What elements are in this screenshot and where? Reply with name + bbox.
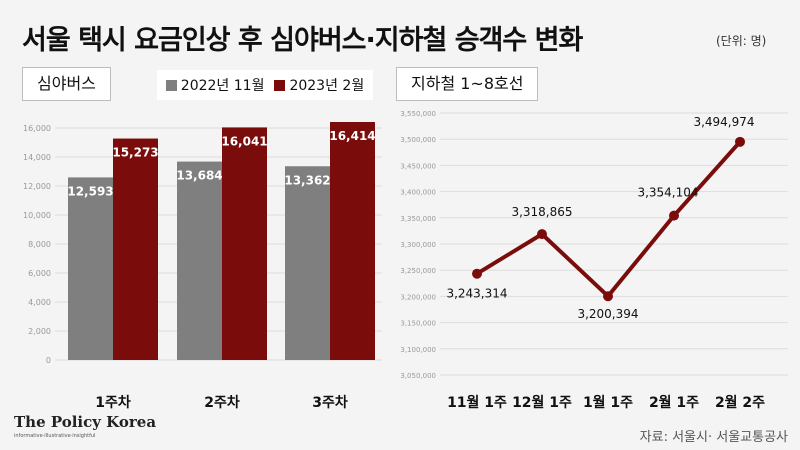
line-point (603, 291, 613, 302)
bar-value-label: 16,414 (329, 129, 375, 143)
bar-ytick-label: 10,000 (23, 211, 51, 220)
bar (113, 138, 158, 360)
bar-ytick-label: 4,000 (28, 298, 51, 307)
logo: The Policy Korea (14, 413, 157, 431)
line-point (537, 229, 547, 240)
line-category-label: 12월 1주 (512, 394, 572, 411)
bar-ytick-label: 2,000 (28, 327, 51, 336)
legend-swatch-2023 (274, 79, 286, 91)
line-ytick-label: 3,350,000 (400, 215, 436, 223)
line-category-label: 2월 1주 (649, 394, 699, 411)
line-category-label: 2월 2주 (715, 394, 765, 411)
line-ytick-label: 3,200,000 (400, 293, 436, 301)
line-ytick-label: 3,150,000 (400, 320, 436, 328)
legend-label-2022: 2022년 11월 (180, 78, 265, 94)
line-point (735, 136, 745, 147)
bar-ytick-label: 6,000 (28, 269, 51, 278)
line-ytick-label: 3,400,000 (400, 189, 436, 197)
source-note: 자료: 서울시· 서울교통공사 (639, 430, 788, 445)
line-category-label: 11월 1주 (447, 394, 507, 411)
line-category-label: 1월 1주 (583, 394, 633, 411)
bar-ytick-label: 14,000 (23, 153, 51, 162)
line-value-label: 3,354,104 (637, 186, 698, 200)
page-title: 서울 택시 요금인상 후 심야버스·지하철 승객수 변화 (22, 25, 583, 56)
line-value-label: 3,494,974 (693, 115, 754, 129)
line-ytick-label: 3,300,000 (400, 241, 436, 249)
bar (177, 161, 222, 360)
bus-panel-label: 심야버스 (22, 67, 111, 101)
line-ytick-label: 3,100,000 (400, 346, 436, 354)
line-ytick-label: 3,500,000 (400, 136, 436, 144)
bar-value-label: 12,593 (67, 184, 113, 198)
bar (222, 127, 267, 360)
bar-ytick-label: 12,000 (23, 182, 51, 191)
bar-category-label: 2주차 (204, 395, 240, 411)
bar-value-label: 13,362 (284, 173, 330, 187)
bar-ytick-label: 8,000 (28, 240, 51, 249)
bar-category-label: 1주차 (95, 395, 131, 411)
legend-swatch-2022 (165, 79, 177, 91)
bar-value-label: 13,684 (176, 169, 222, 183)
bar-ytick-label: 0 (46, 356, 51, 365)
line-ytick-label: 3,450,000 (400, 162, 436, 170)
chart-legend: 2022년 11월 2023년 2월 (157, 70, 373, 100)
line-point (669, 210, 679, 221)
bar-value-label: 16,041 (221, 134, 267, 148)
legend-item-2023: 2023년 2월 (274, 75, 364, 95)
bar (330, 121, 375, 360)
line-point (472, 268, 482, 279)
bar (285, 166, 330, 360)
unit-label: (단위: 명) (716, 34, 767, 48)
line-ytick-label: 3,550,000 (400, 110, 436, 118)
legend-item-2022: 2022년 11월 (165, 75, 265, 95)
subway-panel-label: 지하철 1~8호선 (396, 67, 539, 101)
bar-ytick-label: 16,000 (23, 124, 51, 133)
bar-category-label: 3주차 (312, 395, 348, 411)
line-value-label: 3,200,394 (577, 307, 638, 321)
line-value-label: 3,243,314 (446, 287, 507, 301)
line-ytick-label: 3,050,000 (400, 372, 436, 380)
line-value-label: 3,318,865 (511, 205, 572, 219)
bar-value-label: 15,273 (112, 146, 158, 160)
line-ytick-label: 3,250,000 (400, 267, 436, 275)
legend-label-2023: 2023년 2월 (289, 78, 365, 94)
bar (68, 177, 113, 360)
logo-tagline: informative·illustrative·insightful (14, 433, 96, 439)
